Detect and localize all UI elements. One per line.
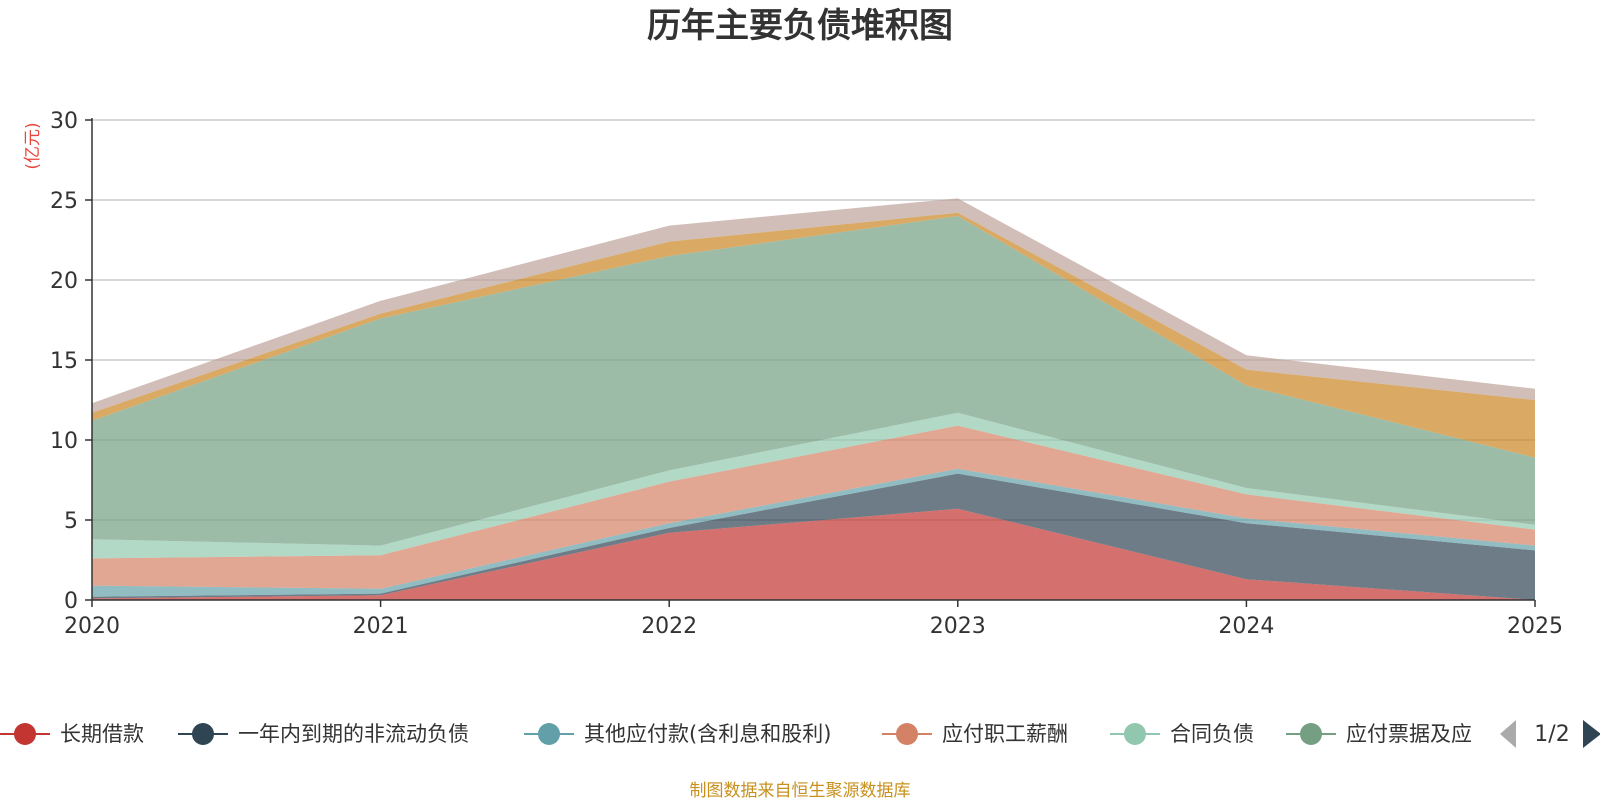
y-tick-label: 25 bbox=[50, 189, 78, 214]
x-tick-labels: 2020 2021 2022 2023 2024 2025 bbox=[64, 614, 1563, 639]
legend-item[interactable]: 其他应付款(含利息和股利) bbox=[524, 722, 831, 746]
y-tick-label: 20 bbox=[50, 269, 78, 294]
y-tick-label: 30 bbox=[50, 109, 78, 134]
area-series-1 bbox=[92, 508, 1535, 600]
legend-prev-arrow-icon[interactable] bbox=[1500, 720, 1516, 748]
area-series-6 bbox=[92, 216, 1535, 546]
legend-label: 应付票据及应 bbox=[1346, 722, 1472, 746]
legend-item[interactable]: 长期借款 bbox=[0, 722, 144, 746]
legend-item[interactable]: 应付票据及应 bbox=[1286, 722, 1472, 746]
legend-marker-icon bbox=[896, 723, 918, 745]
legend-page-indicator: 1/2 bbox=[1534, 722, 1569, 747]
area-series-5 bbox=[92, 412, 1535, 559]
y-tick-label: 10 bbox=[50, 429, 78, 454]
legend-label: 一年内到期的非流动负债 bbox=[238, 722, 469, 746]
legend-marker-icon bbox=[192, 723, 214, 745]
y-axis-unit: (亿元) bbox=[23, 122, 43, 169]
chart-title: 历年主要负债堆积图 bbox=[647, 6, 953, 46]
legend-marker-icon bbox=[538, 723, 560, 745]
area-series-4 bbox=[92, 425, 1535, 589]
legend-label: 其他应付款(含利息和股利) bbox=[584, 722, 831, 746]
data-source-note: 制图数据来自恒生聚源数据库 bbox=[690, 781, 911, 800]
legend-item[interactable]: 一年内到期的非流动负债 bbox=[178, 722, 469, 746]
area-series-2 bbox=[92, 473, 1535, 600]
legend-label: 长期借款 bbox=[60, 722, 144, 746]
x-tick-label: 2024 bbox=[1218, 614, 1274, 639]
y-tick-label: 15 bbox=[50, 349, 78, 374]
y-tick-labels: 0 5 10 15 20 25 30 bbox=[50, 109, 78, 614]
legend-next-arrow-icon[interactable] bbox=[1583, 720, 1600, 748]
legend-pager: 1/2 bbox=[1500, 720, 1600, 748]
legend-marker-icon bbox=[1300, 723, 1322, 745]
x-tick-label: 2025 bbox=[1507, 614, 1563, 639]
x-tick-label: 2021 bbox=[353, 614, 409, 639]
legend-label: 合同负债 bbox=[1170, 722, 1254, 746]
area-series bbox=[92, 198, 1535, 600]
x-tick-label: 2020 bbox=[64, 614, 120, 639]
legend: 长期借款 一年内到期的非流动负债 其他应付款(含利息和股利) 应付职工薪酬 合同负债 应付… bbox=[0, 722, 1472, 746]
y-tick-label: 5 bbox=[64, 509, 78, 534]
legend-marker-icon bbox=[1124, 723, 1146, 745]
legend-label: 应付职工薪酬 bbox=[942, 722, 1068, 746]
legend-item[interactable]: 应付职工薪酬 bbox=[882, 722, 1068, 746]
axes bbox=[85, 118, 1536, 607]
legend-marker-icon bbox=[14, 723, 36, 745]
x-tick-label: 2023 bbox=[930, 614, 986, 639]
y-tick-label: 0 bbox=[64, 589, 78, 614]
x-tick-label: 2022 bbox=[641, 614, 697, 639]
area-series-8 bbox=[92, 198, 1535, 413]
legend-item[interactable]: 合同负债 bbox=[1110, 722, 1254, 746]
